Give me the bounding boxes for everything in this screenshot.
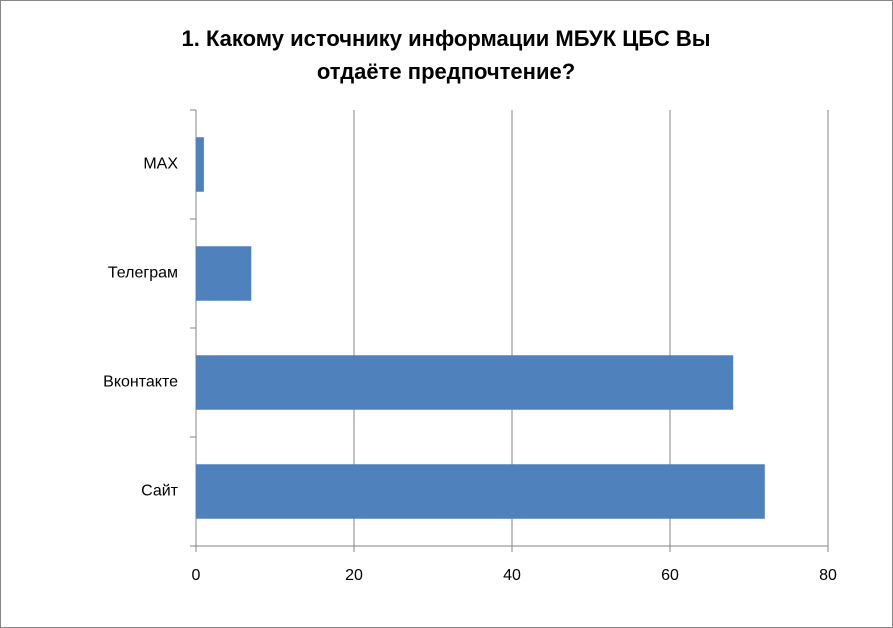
x-tick-label: 80 — [819, 567, 837, 584]
bar — [196, 246, 252, 301]
y-tick-label: Вконтакте — [103, 374, 178, 391]
bar — [196, 137, 204, 192]
bar — [196, 355, 734, 410]
x-tick-label: 60 — [661, 567, 679, 584]
y-tick-label: Сайт — [141, 483, 179, 500]
chart-title: отдаёте предпочтение? — [317, 59, 575, 84]
bar — [196, 464, 765, 519]
x-tick-label: 0 — [192, 567, 201, 584]
x-tick-label: 20 — [345, 567, 363, 584]
y-tick-label: Телеграм — [108, 265, 178, 282]
x-tick-label: 40 — [503, 567, 521, 584]
y-tick-label: MAX — [143, 156, 178, 173]
chart-title: 1. Какому источнику информации МБУК ЦБС … — [181, 26, 710, 51]
